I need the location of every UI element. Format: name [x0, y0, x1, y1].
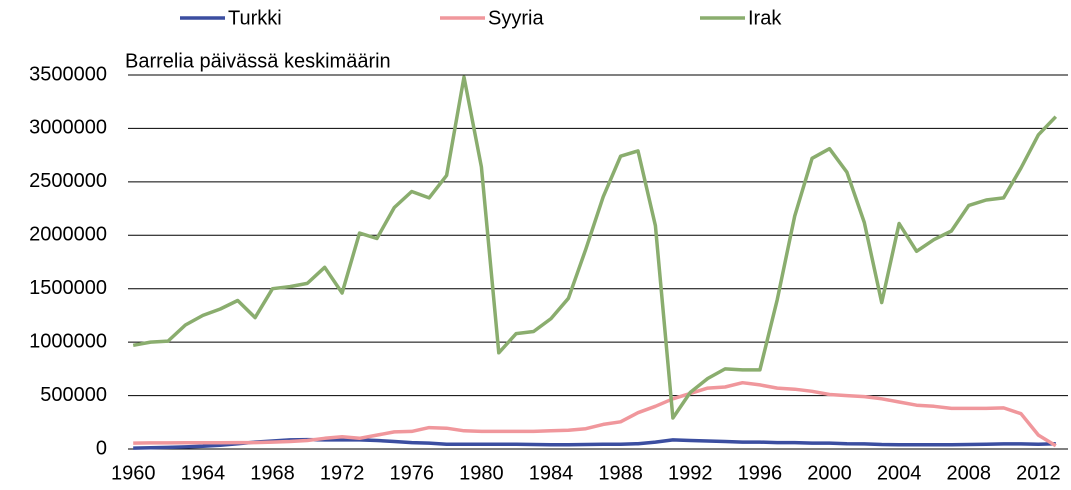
x-tick-label: 1960	[111, 462, 156, 484]
x-tick-label: 1972	[320, 462, 365, 484]
legend-label: Turkki	[228, 7, 282, 29]
x-tick-label: 2000	[807, 462, 852, 484]
y-tick-label: 1000000	[29, 330, 107, 352]
y-tick-label: 3500000	[29, 63, 107, 85]
chart-subtitle: Barrelia päivässä keskimäärin	[125, 50, 391, 72]
y-tick-label: 1500000	[29, 277, 107, 299]
x-tick-label: 2008	[947, 462, 992, 484]
series-line	[133, 380, 1057, 448]
y-tick-label: 3000000	[29, 117, 107, 139]
x-tick-label: 1988	[598, 462, 643, 484]
y-tick-label: 0	[96, 437, 107, 459]
x-tick-label: 2012	[1016, 462, 1061, 484]
x-tick-label: 1976	[389, 462, 434, 484]
x-tick-label: 1980	[459, 462, 504, 484]
series-line	[132, 75, 1058, 420]
y-tick-label: 2000000	[29, 224, 107, 246]
x-tick-label: 1964	[181, 462, 226, 484]
y-tick-label: 500000	[40, 384, 107, 406]
x-tick-label: 1984	[529, 462, 574, 484]
y-tick-label: 2500000	[29, 170, 107, 192]
x-tick-label: 1968	[250, 462, 295, 484]
legend-label: Syyria	[488, 7, 544, 29]
x-tick-label: 1992	[668, 462, 713, 484]
legend-label: Irak	[748, 7, 782, 29]
x-tick-label: 2004	[877, 462, 922, 484]
x-tick-label: 1996	[738, 462, 783, 484]
